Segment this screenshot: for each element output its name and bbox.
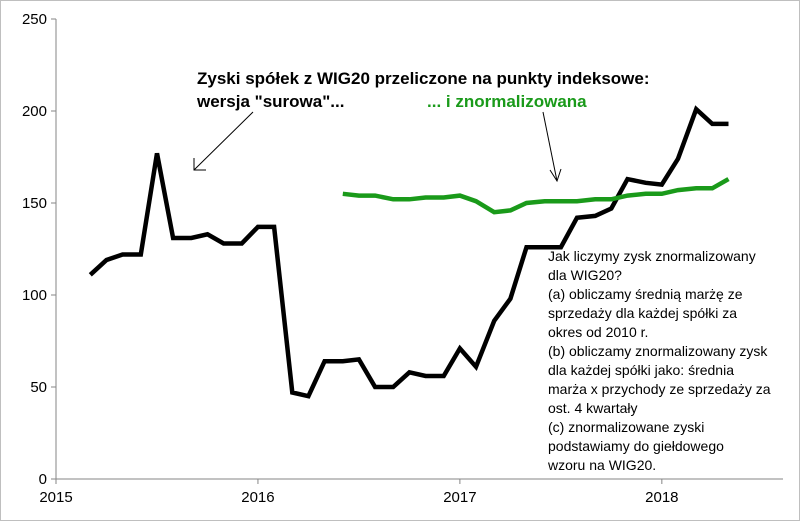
- y-tick-label: 50: [30, 379, 47, 396]
- note-line: (c) znormalizowane zyski: [548, 419, 705, 435]
- note-line: dla WIG20?: [548, 267, 622, 283]
- x-tick-label: 2017: [443, 489, 476, 506]
- note-line: Jak liczymy zysk znormalizowany: [548, 248, 756, 264]
- y-ticks: 0 50 100 150 200 250: [22, 11, 56, 488]
- y-tick-label: 100: [22, 287, 47, 304]
- note-line: podstawiamy do giełdowego: [548, 438, 724, 454]
- methodology-note: Jak liczymy zysk znormalizowany dla WIG2…: [548, 247, 793, 475]
- note-line: okres od 2010 r.: [548, 324, 649, 340]
- x-tick-label: 2018: [645, 489, 678, 506]
- x-tick-label: 2016: [241, 489, 274, 506]
- series-group: [88, 105, 730, 399]
- annotation-title-line1: Zyski spółek z WIG20 przeliczone na punk…: [197, 69, 650, 88]
- note-line: (b) obliczamy znormalizowany zysk: [548, 343, 768, 359]
- x-tick-label: 2015: [39, 489, 72, 506]
- note-line: wzoru na WIG20.: [548, 457, 657, 473]
- arrow-to-raw: [193, 111, 254, 171]
- y-tick-label: 150: [22, 195, 47, 212]
- series-line-normalized: [342, 177, 730, 215]
- y-tick-label: 0: [39, 471, 47, 488]
- arrow-to-normalized: [542, 111, 562, 183]
- series-line-raw: [88, 105, 729, 399]
- y-tick-label: 250: [22, 11, 47, 28]
- x-ticks: 2015 2016 2017 2018: [39, 479, 679, 506]
- note-line: marża x przychody ze sprzedaży za: [548, 381, 771, 397]
- annotation-title-line2: wersja "surowa"...: [196, 92, 344, 111]
- annotation-green-label: ... i znormalizowana: [427, 92, 587, 111]
- y-tick-label: 200: [22, 103, 47, 120]
- note-line: (a) obliczamy średnią marżę ze: [548, 286, 743, 302]
- note-line: dla każdej spółki jako: średnia: [548, 362, 734, 378]
- note-line: sprzedaży dla każdej spółki za: [548, 305, 738, 321]
- note-line: ost. 4 kwartały: [548, 400, 638, 416]
